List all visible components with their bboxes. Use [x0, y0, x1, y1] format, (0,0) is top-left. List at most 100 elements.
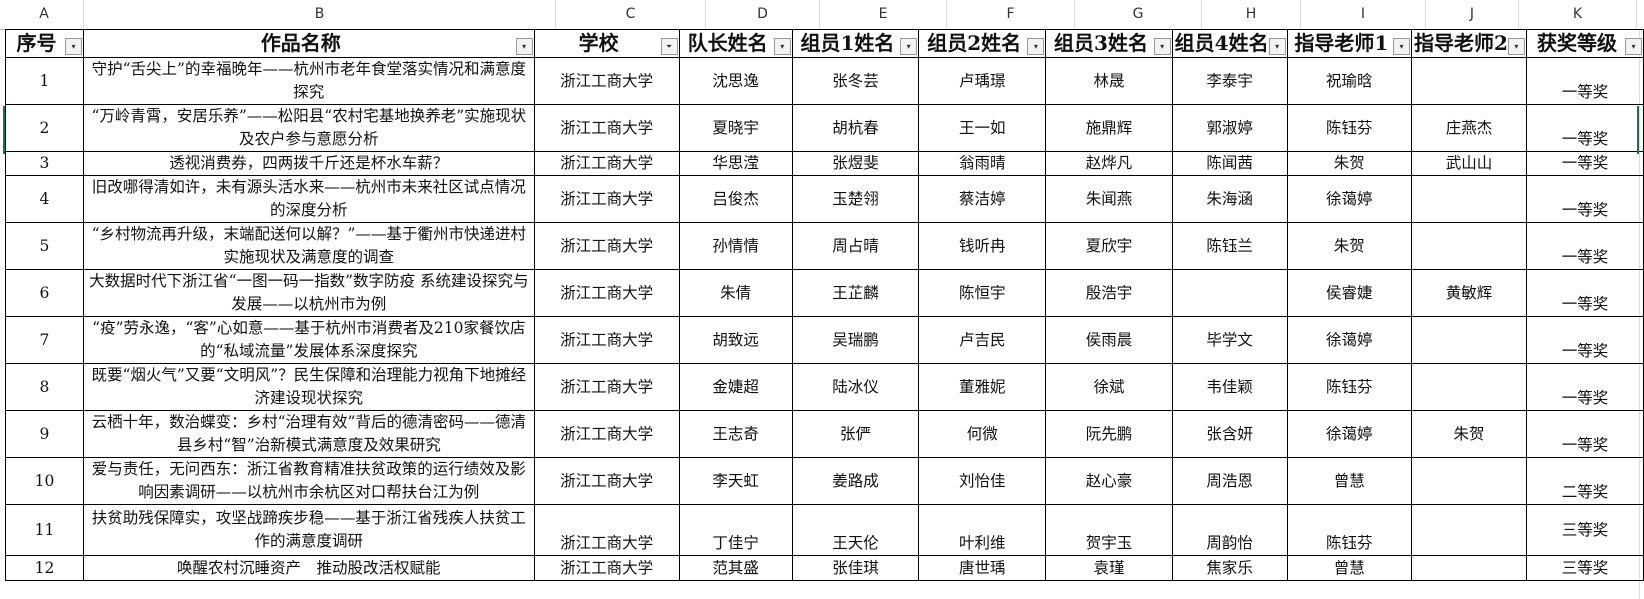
cell-award[interactable]: 三等奖 — [1525, 504, 1644, 556]
cell-member4[interactable]: 张含妍 — [1171, 410, 1288, 458]
cell-member3[interactable]: 贺宇玉 — [1045, 504, 1173, 556]
cell-title[interactable]: 云栖十年，数治蝶变：乡村“治理有效”背后的德清密码——德清县乡村“智”治新模式满… — [82, 410, 535, 458]
cell-member2[interactable]: 王一如 — [918, 104, 1047, 152]
cell-advisor1[interactable]: 朱贺 — [1286, 222, 1413, 270]
cell-member4[interactable]: 周韵怡 — [1171, 504, 1288, 556]
cell-school[interactable]: 浙江工商大学 — [533, 57, 680, 105]
cell-captain[interactable]: 沈思逸 — [678, 57, 793, 105]
cell-award[interactable]: 一等奖 — [1525, 104, 1644, 152]
filter-dropdown-icon[interactable]: ▾ — [1625, 38, 1642, 55]
cell-advisor1[interactable]: 徐蔼婷 — [1286, 316, 1413, 364]
cell-member1[interactable]: 张煜斐 — [791, 151, 920, 176]
filter-dropdown-icon[interactable]: ▾ — [515, 38, 533, 55]
cell-captain[interactable]: 金婕超 — [678, 363, 793, 411]
cell-award[interactable]: 三等奖 — [1525, 555, 1644, 581]
cell-member3[interactable]: 侯雨晨 — [1045, 316, 1173, 364]
cell-member1[interactable]: 王天伦 — [791, 504, 920, 556]
cell-member3[interactable]: 朱闻燕 — [1045, 175, 1173, 223]
cell-advisor2[interactable]: 黄敏辉 — [1411, 269, 1527, 317]
cell-member1[interactable]: 玉楚翎 — [791, 175, 920, 223]
column-letter-H[interactable]: H — [1202, 0, 1301, 29]
cell-member1[interactable]: 陆冰仪 — [791, 363, 920, 411]
column-letter-K[interactable]: K — [1519, 0, 1637, 29]
cell-title[interactable]: 扶贫助残保障实，攻坚战蹄疾步稳——基于浙江省残疾人扶贫工作的满意度调研 — [82, 504, 535, 556]
cell-school[interactable]: 浙江工商大学 — [533, 457, 680, 505]
header-cell[interactable]: 指导老师2 ▾ — [1411, 29, 1527, 58]
cell-advisor1[interactable]: 陈钰芬 — [1286, 104, 1413, 152]
cell-member3[interactable]: 阮先鹏 — [1045, 410, 1173, 458]
cell-member3[interactable]: 袁瑾 — [1045, 555, 1173, 581]
cell-advisor2[interactable] — [1411, 316, 1527, 364]
filter-active-icon[interactable]: ⏷ — [660, 38, 678, 55]
cell-member2[interactable]: 蔡洁婷 — [918, 175, 1047, 223]
cell-school[interactable]: 浙江工商大学 — [533, 363, 680, 411]
cell-title[interactable]: “万岭青霄，安居乐养”——松阳县“农村宅基地换养老”实施现状及农户参与意愿分析 — [82, 104, 535, 152]
cell-member4[interactable]: 陈闻茜 — [1171, 151, 1288, 176]
header-cell[interactable]: 指导老师1 ▾ — [1286, 29, 1413, 58]
cell-member1[interactable]: 张佳琪 — [791, 555, 920, 581]
header-cell[interactable]: 序号 ▾ — [5, 29, 84, 58]
cell-captain[interactable]: 王志奇 — [678, 410, 793, 458]
cell-advisor2[interactable] — [1411, 504, 1527, 556]
cell-member3[interactable]: 徐斌 — [1045, 363, 1173, 411]
cell-school[interactable]: 浙江工商大学 — [533, 175, 680, 223]
cell-captain[interactable]: 胡致远 — [678, 316, 793, 364]
cell-advisor2[interactable] — [1411, 222, 1527, 270]
cell-award[interactable]: 一等奖 — [1525, 269, 1644, 317]
cell-member2[interactable]: 卢瑀璟 — [918, 57, 1047, 105]
cell-advisor2[interactable] — [1411, 457, 1527, 505]
cell-member1[interactable]: 张俨 — [791, 410, 920, 458]
header-cell[interactable]: 作品名称 ▾ — [82, 29, 535, 58]
cell-advisor2[interactable] — [1411, 175, 1527, 223]
cell-member4[interactable]: 陈钰兰 — [1171, 222, 1288, 270]
filter-dropdown-icon[interactable]: ▾ — [1393, 38, 1410, 55]
cell-advisor1[interactable]: 祝瑜晗 — [1286, 57, 1413, 105]
cell-member3[interactable]: 赵心豪 — [1045, 457, 1173, 505]
cell-school[interactable]: 浙江工商大学 — [533, 269, 680, 317]
cell-captain[interactable]: 范其盛 — [678, 555, 793, 581]
filter-dropdown-icon[interactable]: ▾ — [1268, 38, 1286, 55]
cell-member3[interactable]: 夏欣宇 — [1045, 222, 1173, 270]
cell-member4[interactable]: 焦家乐 — [1171, 555, 1288, 581]
cell-captain[interactable]: 李天虹 — [678, 457, 793, 505]
cell-school[interactable]: 浙江工商大学 — [533, 504, 680, 556]
cell-advisor1[interactable]: 曾慧 — [1286, 555, 1413, 581]
cell-member4[interactable]: 李泰宇 — [1171, 57, 1288, 105]
filter-dropdown-icon[interactable]: ▾ — [1027, 38, 1045, 55]
header-cell[interactable]: 学校 ⏷ — [533, 29, 680, 58]
cell-advisor1[interactable]: 侯睿婕 — [1286, 269, 1413, 317]
cell-school[interactable]: 浙江工商大学 — [533, 316, 680, 364]
cell-seq[interactable]: 10 — [5, 457, 84, 505]
cell-title[interactable]: “乡村物流再升级，末端配送何以解？”——基于衢州市快递进村实施现状及满意度的调查 — [82, 222, 535, 270]
cell-captain[interactable]: 吕俊杰 — [678, 175, 793, 223]
column-letter-B[interactable]: B — [84, 0, 556, 29]
header-cell[interactable]: 组员1姓名 ▾ — [791, 29, 920, 58]
cell-member3[interactable]: 施鼎辉 — [1045, 104, 1173, 152]
cell-member4[interactable]: 韦佳颖 — [1171, 363, 1288, 411]
cell-seq[interactable]: 1 — [5, 57, 84, 105]
filter-dropdown-icon[interactable]: ▾ — [1507, 38, 1525, 55]
cell-seq[interactable]: 6 — [5, 269, 84, 317]
cell-member2[interactable]: 叶利维 — [918, 504, 1047, 556]
cell-award[interactable]: 一等奖 — [1525, 410, 1644, 458]
column-letter-E[interactable]: E — [820, 0, 947, 29]
cell-advisor2[interactable]: 庄燕杰 — [1411, 104, 1527, 152]
column-letter-J[interactable]: J — [1426, 0, 1519, 29]
cell-title[interactable]: 爱与责任，无问西东：浙江省教育精准扶贫政策的运行绩效及影响因素调研——以杭州市余… — [82, 457, 535, 505]
cell-award[interactable]: 一等奖 — [1525, 222, 1644, 270]
cell-member3[interactable]: 林晟 — [1045, 57, 1173, 105]
cell-advisor1[interactable]: 陈钰芬 — [1286, 504, 1413, 556]
cell-seq[interactable]: 3 — [5, 151, 84, 176]
cell-seq[interactable]: 8 — [5, 363, 84, 411]
cell-captain[interactable]: 丁佳宁 — [678, 504, 793, 556]
cell-award[interactable]: 一等奖 — [1525, 316, 1644, 364]
cell-title[interactable]: “疫”劳永逸，“客”心如意——基于杭州市消费者及210家餐饮店的“私域流量”发展… — [82, 316, 535, 364]
cell-member2[interactable]: 翁雨晴 — [918, 151, 1047, 176]
cell-member4[interactable]: 毕学文 — [1171, 316, 1288, 364]
cell-member2[interactable]: 卢吉民 — [918, 316, 1047, 364]
cell-member4[interactable] — [1171, 269, 1288, 317]
cell-title[interactable]: 大数据时代下浙江省“一图一码一指数”数字防疫 系统建设探究与发展——以杭州市为例 — [82, 269, 535, 317]
cell-school[interactable]: 浙江工商大学 — [533, 555, 680, 581]
cell-captain[interactable]: 华思滢 — [678, 151, 793, 176]
cell-seq[interactable]: 9 — [5, 410, 84, 458]
